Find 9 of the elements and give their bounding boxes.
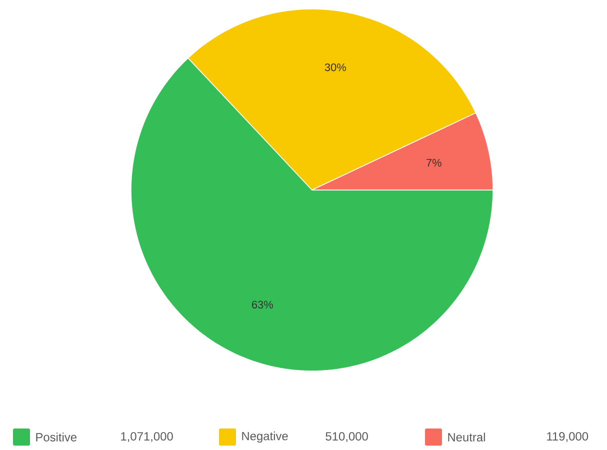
text: 119,000	[547, 432, 588, 442]
data-label: 30%	[324, 63, 346, 72]
text: 1,071,000	[121, 432, 173, 442]
text: 510,000	[326, 432, 368, 442]
data-label: 63%	[252, 300, 273, 309]
data-label: 7%	[426, 158, 442, 167]
legend-label: Negative	[242, 432, 288, 443]
legend-label: Positive	[36, 432, 77, 442]
legend-label: Neutral	[448, 432, 485, 442]
